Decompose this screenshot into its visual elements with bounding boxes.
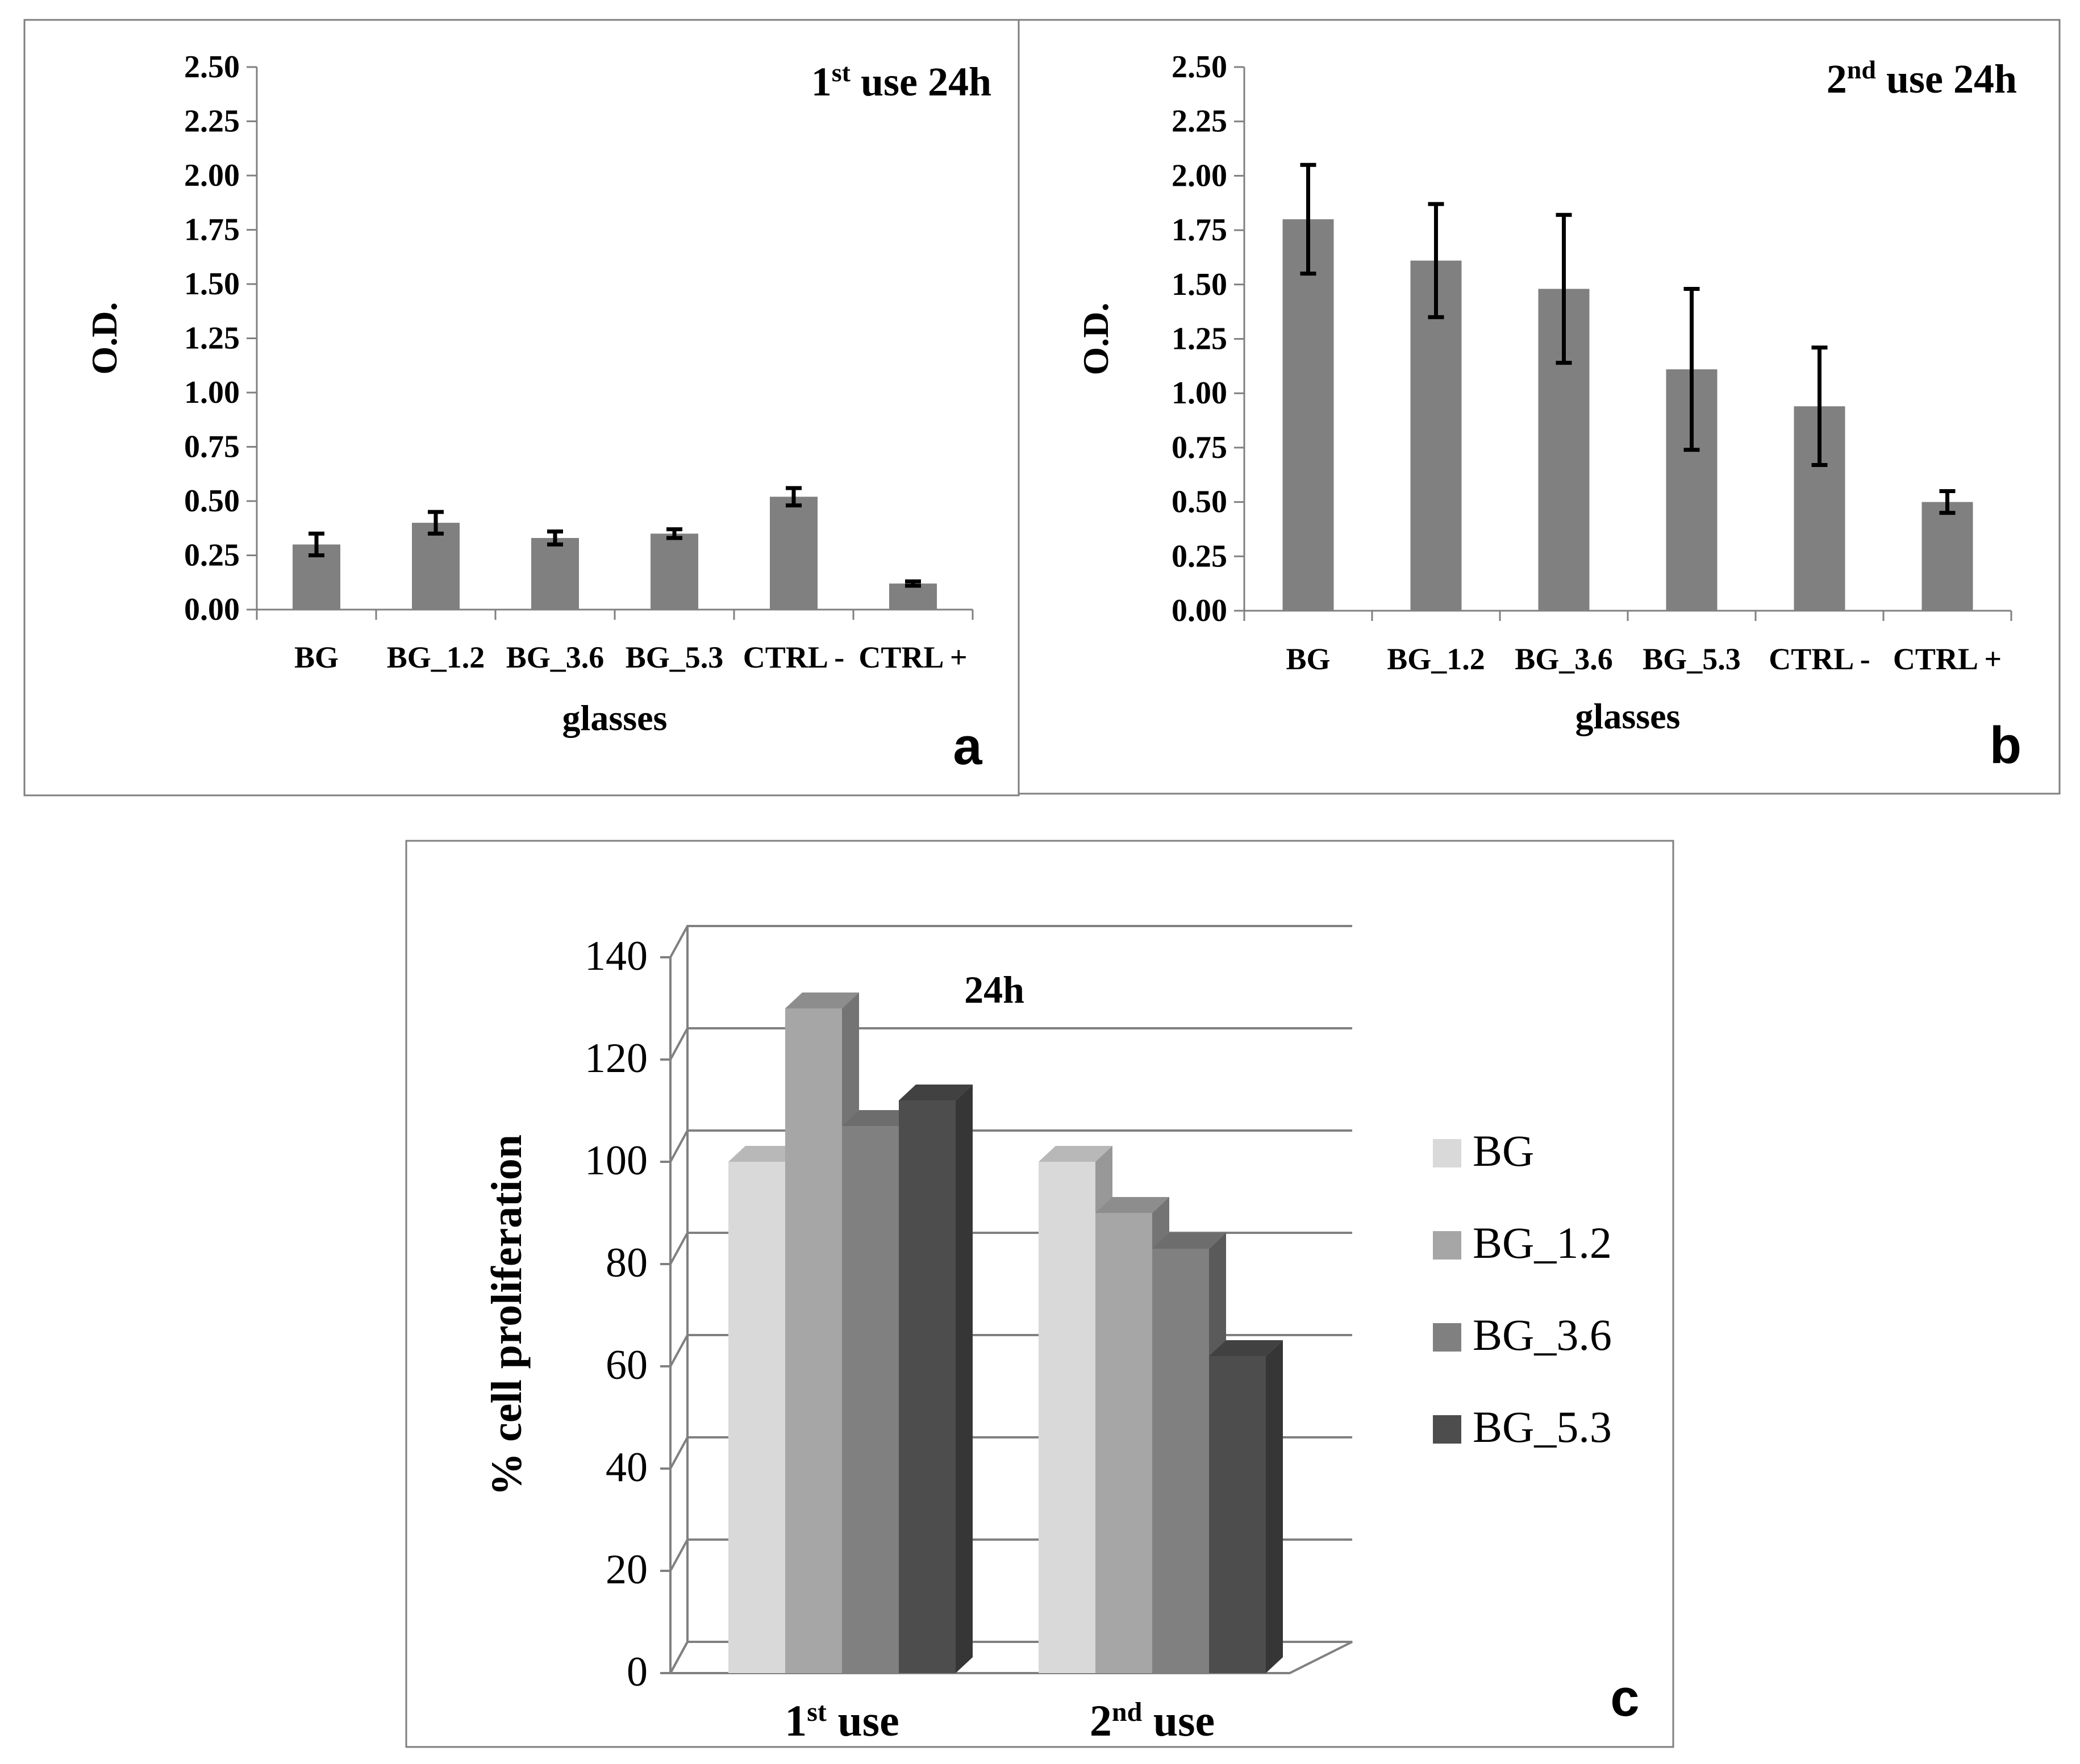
y-tick-label: 1.75	[1172, 212, 1227, 248]
bar-top-BG_5.3	[1209, 1340, 1283, 1356]
bar-BG_5.3	[651, 533, 698, 610]
bar-top-BG_1.2	[785, 992, 859, 1008]
x-tick-label: BG	[294, 640, 339, 674]
y-tick-label: 1.25	[184, 321, 240, 356]
y-tick-label: 2.25	[1172, 104, 1227, 139]
y-tick-label: 1.50	[184, 266, 240, 302]
bar-BG	[1282, 219, 1334, 611]
x-tick-label: 2nd use	[1090, 1696, 1215, 1745]
bar-BG_5.3	[1209, 1356, 1266, 1673]
bar-BG	[728, 1162, 785, 1673]
y-axis-label: % cell proliferation	[483, 1135, 531, 1496]
x-tick-label: BG_1.2	[1387, 642, 1485, 676]
y-tick-label: 20	[606, 1546, 648, 1593]
y-tick-label: 60	[606, 1342, 648, 1388]
y-tick-label: 0.50	[1172, 485, 1227, 520]
bar-top-BG_1.2	[1095, 1197, 1169, 1213]
gridline	[669, 925, 1352, 958]
chart-title: 24h	[964, 968, 1024, 1011]
x-tick-label: BG_3.6	[506, 640, 605, 674]
chart-title: 1st use 24h	[811, 58, 991, 105]
y-tick-label: 0.25	[184, 538, 240, 573]
panel-b-frame	[1018, 19, 2061, 795]
y-tick-label: 2.00	[184, 158, 240, 193]
y-tick-label: 2.50	[1172, 49, 1227, 85]
legend-swatch-BG_5.3	[1433, 1415, 1461, 1444]
x-tick-label: CTRL -	[1769, 642, 1870, 676]
bar-BG_1.2	[785, 1008, 842, 1673]
panel-a: 0.00 0.25 0.50 0.75 1.00 1.25 1.50 1.75 2.00 2.25…	[23, 19, 1020, 796]
y-tick-label: 0.75	[1172, 430, 1227, 465]
y-axis-label: O.D.	[84, 302, 124, 375]
bar-side-BG_5.3	[1266, 1340, 1283, 1673]
y-tick-label: 0.75	[184, 429, 240, 465]
panel-letter: b	[1990, 716, 2021, 774]
x-tick-label: BG_5.3	[626, 640, 724, 674]
y-tick-label: 0.00	[184, 592, 240, 627]
legend-label: BG_1.2	[1473, 1218, 1612, 1267]
y-tick-label: 80	[606, 1240, 648, 1286]
bar-CTRL -	[770, 497, 818, 610]
y-tick-label: 0.25	[1172, 539, 1227, 574]
bar-BG_1.2	[412, 523, 460, 610]
x-axis-label: glasses	[1575, 696, 1681, 736]
bar-side-BG_5.3	[956, 1085, 973, 1673]
panel-b: 0.00 0.25 0.50 0.75 1.00 1.25 1.50 1.75 2.00 2.25…	[1018, 19, 2061, 795]
bar-top-BG_5.3	[899, 1085, 973, 1100]
y-tick-label: 1.75	[184, 212, 240, 248]
panel-a-frame	[23, 19, 1020, 796]
bar-top-BG	[728, 1146, 802, 1162]
x-tick-label: 1st use	[785, 1696, 899, 1745]
bar-BG_3.6	[531, 537, 579, 610]
panel-c: 0 20 40 60 80 100 120 140 1st use 2nd use 24h % cel…	[405, 840, 1674, 1748]
panel-letter: a	[953, 718, 982, 775]
y-tick-label: 40	[606, 1444, 648, 1491]
x-axis-label: glasses	[562, 698, 668, 738]
bar-top-BG_3.6	[1152, 1233, 1226, 1249]
chart-title: 2nd use 24h	[1827, 55, 2017, 102]
y-tick-label: 1.00	[184, 375, 240, 410]
y-tick-label: 140	[585, 933, 648, 979]
y-tick-label: 1.50	[1172, 267, 1227, 302]
y-tick-label: 2.25	[184, 104, 240, 139]
bar-BG_5.3	[899, 1100, 956, 1673]
bar-top-BG_3.6	[842, 1110, 916, 1126]
y-tick-label: 2.00	[1172, 158, 1227, 193]
y-tick-label: 120	[585, 1035, 648, 1082]
y-axis-label: O.D.	[1076, 303, 1116, 376]
bar-BG_3.6	[842, 1126, 899, 1673]
legend-swatch-BG_1.2	[1433, 1231, 1461, 1260]
x-tick-label: BG_5.3	[1643, 642, 1741, 676]
bar-BG_1.2	[1095, 1213, 1152, 1673]
bar-BG_3.6	[1152, 1249, 1209, 1673]
panel-c-frame	[405, 840, 1674, 1748]
legend-swatch-BG	[1433, 1139, 1461, 1167]
bar-BG	[1039, 1162, 1095, 1673]
bar-CTRL +	[1921, 502, 1973, 611]
legend-label: BG_5.3	[1473, 1402, 1612, 1452]
y-tick-label: 0.00	[1172, 593, 1227, 628]
legend-label: BG_3.6	[1473, 1310, 1612, 1360]
panel-letter: c	[1610, 1669, 1639, 1727]
y-tick-label: 2.50	[184, 49, 240, 85]
x-tick-label: BG_1.2	[387, 640, 485, 674]
x-tick-label: CTRL -	[743, 640, 845, 674]
bar-top-BG	[1039, 1146, 1112, 1162]
x-tick-label: CTRL +	[1893, 642, 2002, 676]
x-tick-label: BG	[1286, 642, 1330, 676]
y-tick-label: 0.50	[184, 483, 240, 519]
legend-swatch-BG_3.6	[1433, 1323, 1461, 1352]
y-tick-label: 1.00	[1172, 376, 1227, 411]
x-tick-label: CTRL +	[858, 640, 967, 674]
y-tick-label: 1.25	[1172, 322, 1227, 357]
bar-CTRL +	[889, 583, 937, 610]
y-tick-label: 0	[627, 1649, 648, 1695]
legend-label: BG	[1473, 1126, 1534, 1175]
gridline	[669, 1027, 1352, 1060]
y-tick-label: 100	[585, 1137, 648, 1184]
x-tick-label: BG_3.6	[1515, 642, 1613, 676]
